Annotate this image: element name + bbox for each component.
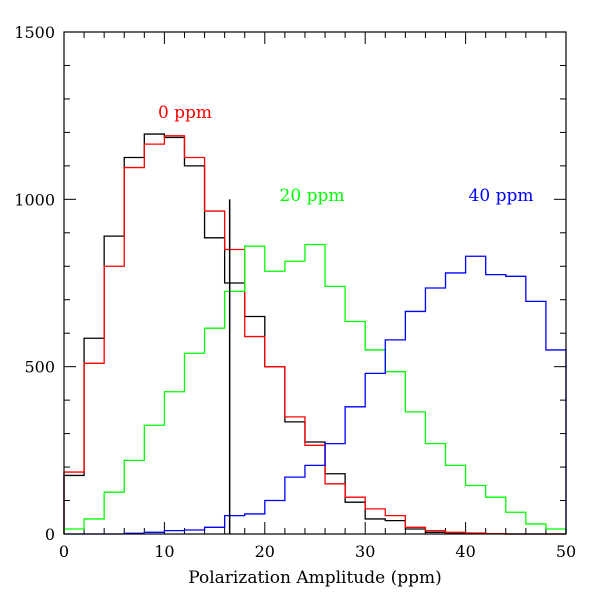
y-tick-label: 0 (45, 525, 55, 544)
y-tick-label: 500 (24, 358, 55, 377)
series-label-blue: 40 ppm (469, 186, 534, 206)
x-axis-label: Polarization Amplitude (ppm) (188, 568, 442, 588)
y-tick-label: 1500 (14, 23, 55, 42)
series-green-histogram (63, 243, 567, 534)
series-blue-histogram (64, 255, 567, 535)
axis-ticks (63, 31, 567, 535)
x-tick-label: 0 (59, 542, 69, 561)
x-tick-label: 50 (556, 542, 576, 561)
x-tick-label: 20 (255, 542, 275, 561)
x-tick-label: 10 (154, 542, 174, 561)
x-tick-label: 40 (455, 542, 475, 561)
plot-frame (63, 31, 567, 535)
x-tick-label: 30 (355, 542, 375, 561)
series-red-histogram (63, 135, 566, 535)
series-label-red: 0 ppm (158, 103, 212, 123)
series-label-green: 20 ppm (280, 186, 345, 206)
series-layer (63, 133, 567, 535)
y-tick-label: 1000 (14, 190, 55, 209)
